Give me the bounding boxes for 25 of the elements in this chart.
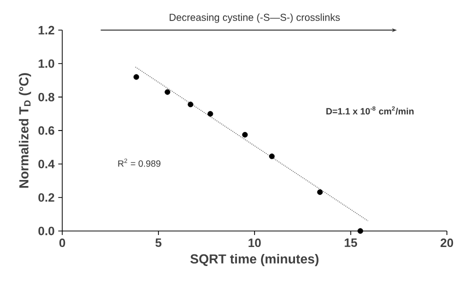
point: [133, 74, 140, 80]
y-tick-label: 0.4: [38, 160, 55, 168]
x-axis-title: SQRT time (minutes): [190, 254, 318, 266]
point: [269, 153, 275, 160]
annotation: D=1.1 x 10$^{-8}$ cm$^{2}$/min: [326, 106, 414, 114]
x-tick-label: 5: [155, 238, 162, 247]
y-tick-label: 0.0: [38, 226, 54, 236]
x-tick-label: 0: [59, 238, 66, 247]
point: [208, 110, 214, 117]
annotation: R$^{2}$ = 0.989: [118, 158, 160, 167]
y-axis-title: Normalized T$_{D}$ (°C): [18, 73, 32, 188]
y-tick-label: 1.2: [38, 26, 54, 34]
y-tick-label: 1.0: [38, 59, 54, 68]
x-tick-label: 20: [440, 238, 454, 247]
point: [358, 228, 364, 234]
text: Decreasing cystine (-S—S-) crosslinks: [170, 13, 340, 23]
point: [242, 132, 248, 138]
point: [188, 102, 194, 108]
point: [317, 189, 323, 195]
y-tick-label: 0.6: [38, 126, 54, 135]
x-tick-label: 15: [344, 238, 358, 247]
x-tick-label: 10: [248, 238, 261, 247]
y-tick-label: 0.2: [38, 193, 54, 202]
point: [164, 89, 170, 95]
y-tick-label: 0.8: [38, 92, 54, 102]
